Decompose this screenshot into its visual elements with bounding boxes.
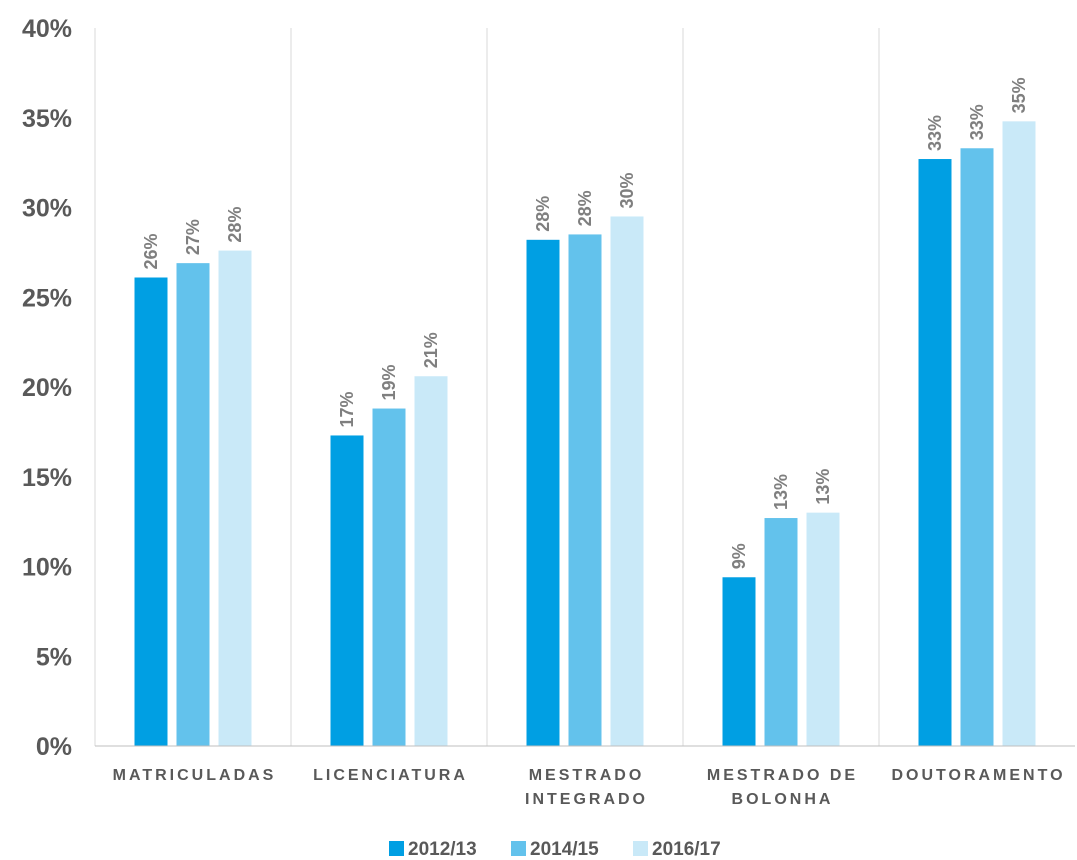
y-tick-label: 15%: [22, 464, 72, 492]
bar: [722, 577, 756, 746]
data-label: 33%: [967, 104, 987, 140]
x-category-label: DOUTORAMENTO: [891, 767, 1065, 784]
x-category-label: BOLONHA: [732, 791, 834, 808]
y-tick-label: 10%: [22, 554, 72, 582]
bar: [918, 159, 952, 746]
data-label: 35%: [1009, 77, 1029, 113]
y-tick-label: 30%: [22, 195, 72, 223]
legend-label: 2016/17: [652, 839, 721, 860]
bar: [1002, 121, 1036, 747]
legend-swatch: [511, 841, 526, 856]
bar: [176, 263, 210, 746]
data-label: 33%: [925, 115, 945, 151]
legend-swatch: [633, 841, 648, 856]
x-category-label: INTEGRADO: [525, 791, 648, 808]
bar: [568, 234, 602, 747]
y-tick-label: 25%: [22, 284, 72, 312]
x-category-label: MESTRADO DE: [707, 767, 858, 784]
legend-item: 2016/17: [633, 839, 721, 860]
bar: [764, 518, 798, 746]
y-tick-label: 5%: [36, 643, 72, 671]
data-label: 19%: [379, 365, 399, 401]
bars: [134, 121, 1036, 747]
legend-item: 2012/13: [389, 839, 477, 860]
bar: [134, 277, 168, 746]
legend-label: 2014/15: [530, 839, 599, 860]
data-labels: 26% 27% 28% 17% 19% 21% 28% 28% 30% 9% 13% 13% 33% 33…: [141, 77, 1029, 569]
bar: [526, 239, 560, 746]
data-label: 21%: [421, 332, 441, 368]
bar: [960, 148, 994, 746]
legend-item: 2014/15: [511, 839, 599, 860]
bar: [414, 376, 448, 746]
category-separators: [94, 28, 880, 746]
x-category-label: LICENCIATURA: [313, 767, 468, 784]
bar: [806, 512, 840, 746]
bar: [372, 408, 406, 746]
bar: [330, 435, 364, 746]
bar: [610, 216, 644, 747]
y-tick-label: 40%: [22, 15, 72, 43]
data-label: 30%: [617, 172, 637, 208]
data-label: 28%: [225, 207, 245, 243]
y-tick-label: 20%: [22, 374, 72, 402]
data-label: 9%: [729, 543, 749, 569]
data-label: 28%: [533, 196, 553, 232]
legend-label: 2012/13: [408, 839, 477, 860]
data-label: 28%: [575, 190, 595, 226]
legend: 2012/13 2014/15 2016/17: [389, 839, 721, 860]
data-label: 26%: [141, 233, 161, 269]
data-label: 17%: [337, 391, 357, 427]
x-category-label: MATRICULADAS: [113, 767, 277, 784]
y-axis-ticks: 0% 5% 10% 15% 20% 25% 30% 35% 40%: [22, 15, 72, 761]
legend-swatch: [389, 841, 404, 856]
x-category-label: MESTRADO: [529, 767, 645, 784]
bar: [218, 250, 252, 746]
data-label: 27%: [183, 219, 203, 255]
data-label: 13%: [771, 474, 791, 510]
y-tick-label: 0%: [36, 733, 72, 761]
y-tick-label: 35%: [22, 105, 72, 133]
data-label: 13%: [813, 469, 833, 505]
x-axis-categories: MATRICULADAS LICENCIATURA MESTRADO INTEGRAD…: [113, 767, 1065, 808]
